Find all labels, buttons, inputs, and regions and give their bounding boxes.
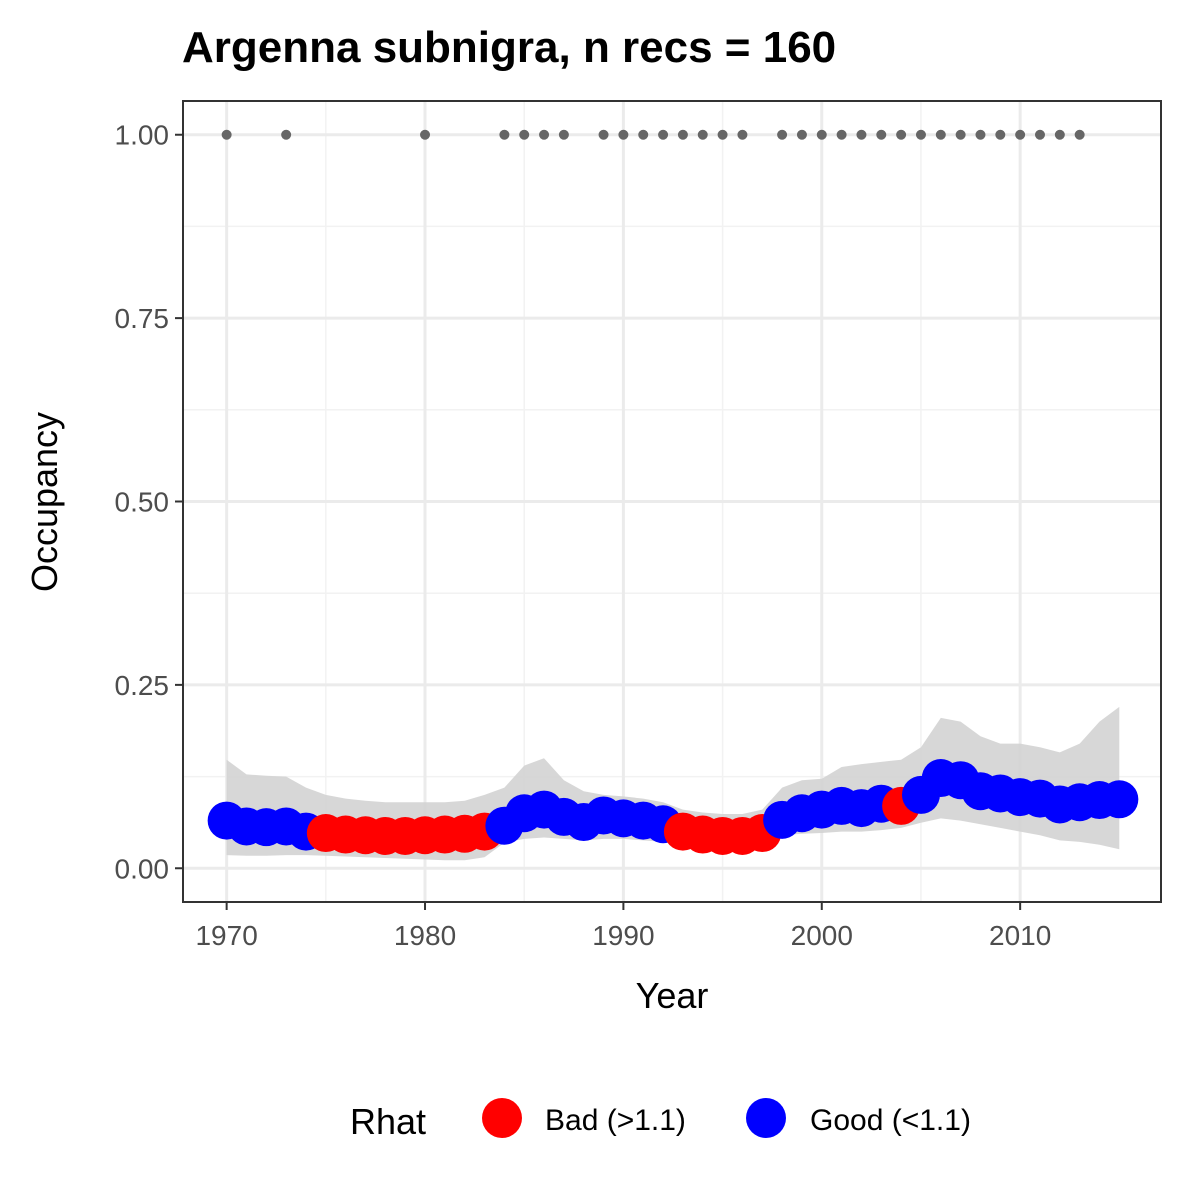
observed-record-point	[1074, 129, 1085, 140]
x-axis-ticks: 1970 1980 1990 2000 2010	[195, 902, 1051, 951]
x-tick-label: 1970	[195, 920, 257, 951]
observed-record-point	[638, 129, 649, 140]
observed-record-point	[420, 129, 431, 140]
observed-record-point	[1034, 129, 1045, 140]
observed-record-point	[1054, 129, 1065, 140]
observed-record-point	[519, 129, 530, 140]
x-tick-label: 1990	[592, 920, 654, 951]
legend-label-bad: Bad (>1.1)	[545, 1104, 686, 1137]
y-tick-label: 0.00	[115, 853, 170, 884]
observed-record-point	[697, 129, 708, 140]
x-axis-title: Year	[636, 975, 709, 1016]
observed-record-point	[896, 129, 907, 140]
observed-record-point	[995, 129, 1006, 140]
x-tick-label: 2000	[791, 920, 853, 951]
observed-record-point	[1015, 129, 1026, 140]
observed-records-layer	[221, 129, 1085, 140]
observed-record-point	[558, 129, 569, 140]
observed-record-point	[499, 129, 510, 140]
y-tick-label: 0.25	[115, 670, 170, 701]
x-tick-label: 1980	[394, 920, 456, 951]
observed-record-point	[737, 129, 748, 140]
y-axis-title: Occupancy	[24, 412, 65, 592]
y-tick-label: 1.00	[115, 120, 170, 151]
observed-record-point	[598, 129, 609, 140]
observed-record-point	[677, 129, 688, 140]
legend-label-good: Good (<1.1)	[810, 1104, 971, 1137]
observed-record-point	[777, 129, 788, 140]
observed-record-point	[717, 129, 728, 140]
occupancy-points-layer	[207, 759, 1139, 855]
observed-record-point	[876, 129, 887, 140]
y-axis-ticks: 0.00 0.25 0.50 0.75 1.00	[115, 120, 183, 884]
x-tick-label: 2010	[989, 920, 1051, 951]
observed-record-point	[796, 129, 807, 140]
observed-record-point	[935, 129, 946, 140]
major-gridlines	[183, 101, 1161, 902]
y-tick-label: 0.75	[115, 303, 170, 334]
observed-record-point	[221, 129, 232, 140]
observed-record-point	[816, 129, 827, 140]
occupancy-point-good-rhat	[1100, 780, 1139, 819]
observed-record-point	[856, 129, 867, 140]
observed-record-point	[618, 129, 629, 140]
observed-record-point	[836, 129, 847, 140]
observed-record-point	[915, 129, 926, 140]
legend: Rhat Bad (>1.1) Good (<1.1)	[350, 1098, 971, 1142]
legend-key-good	[746, 1098, 786, 1138]
y-tick-label: 0.50	[115, 487, 170, 518]
observed-record-point	[955, 129, 966, 140]
chart-title: Argenna subnigra, n recs = 160	[182, 23, 836, 72]
legend-title: Rhat	[350, 1101, 426, 1142]
observed-record-point	[539, 129, 550, 140]
observed-record-point	[281, 129, 292, 140]
legend-key-bad	[482, 1098, 522, 1138]
observed-record-point	[658, 129, 669, 140]
observed-record-point	[975, 129, 986, 140]
